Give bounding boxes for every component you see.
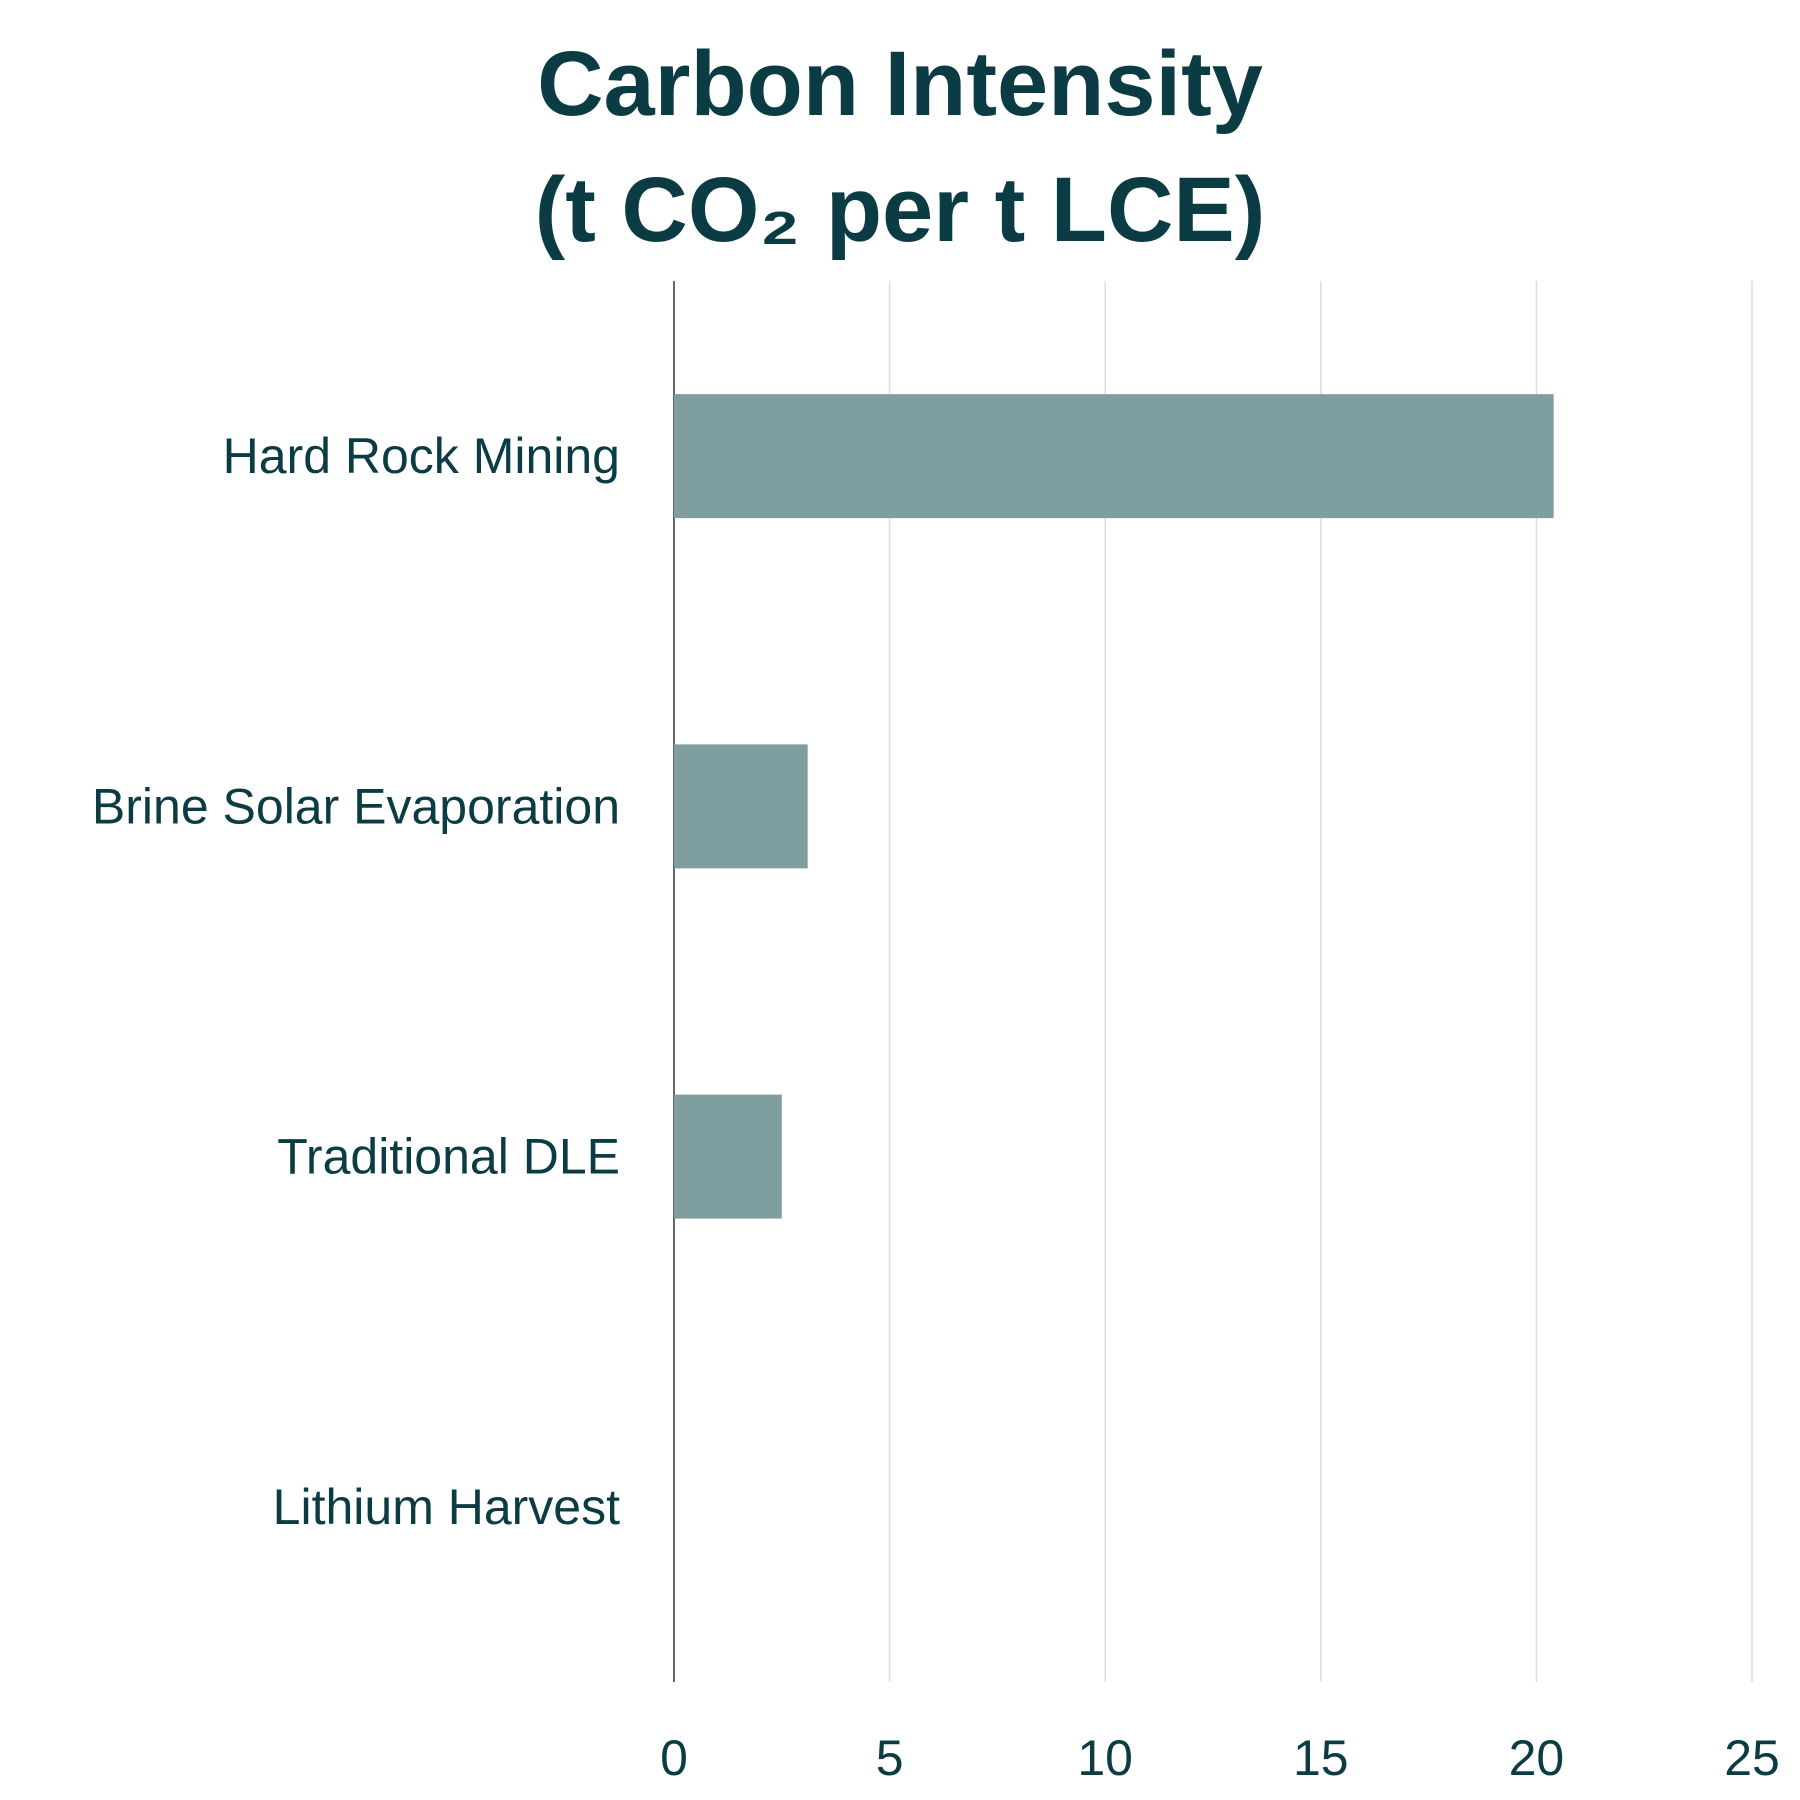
chart-title-line-2: (t CO₂ per t LCE): [535, 159, 1266, 261]
bars: [674, 394, 1554, 1219]
x-tick-label: 10: [1077, 1730, 1133, 1786]
bar: [674, 394, 1554, 519]
category-label: Brine Solar Evaporation: [92, 778, 620, 834]
category-labels: Hard Rock Mining Brine Solar Evaporation T…: [92, 428, 620, 1535]
bar: [674, 1094, 782, 1219]
x-tick-label: 25: [1724, 1730, 1780, 1786]
x-tick-label: 5: [876, 1730, 904, 1786]
category-label: Traditional DLE: [277, 1129, 620, 1185]
x-tick-label: 15: [1293, 1730, 1349, 1786]
chart-title-line-1: Carbon Intensity: [537, 33, 1263, 135]
x-tick-labels: 0 5 10 15 20 25: [660, 1730, 1780, 1786]
bar: [674, 744, 808, 869]
x-tick-label: 0: [660, 1730, 688, 1786]
category-label: Hard Rock Mining: [223, 428, 620, 484]
x-tick-label: 20: [1509, 1730, 1565, 1786]
category-label: Lithium Harvest: [273, 1479, 620, 1535]
